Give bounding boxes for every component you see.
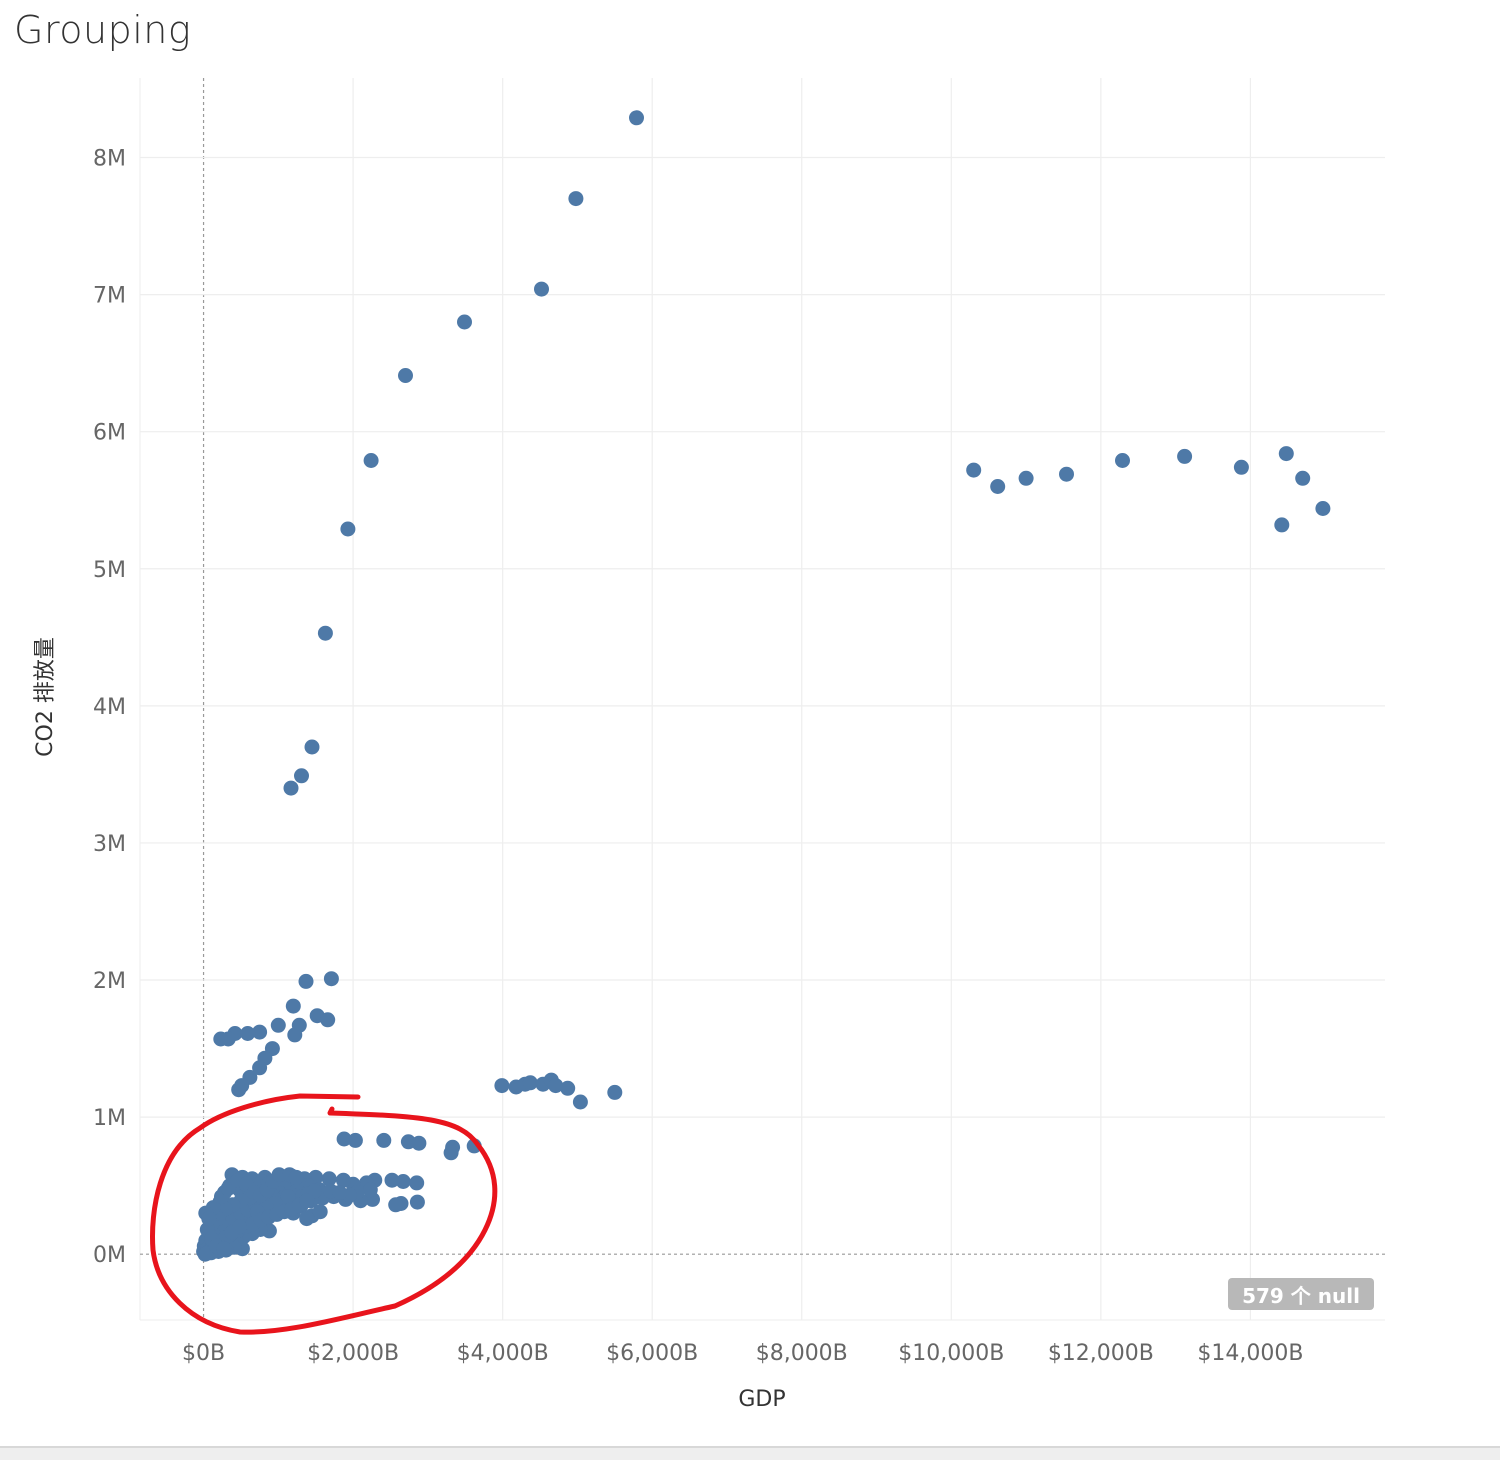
data-point[interactable] bbox=[323, 971, 339, 987]
data-point[interactable] bbox=[494, 1078, 510, 1094]
data-point[interactable] bbox=[283, 780, 299, 796]
data-point[interactable] bbox=[270, 1017, 286, 1033]
data-point[interactable] bbox=[388, 1197, 404, 1213]
data-point[interactable] bbox=[312, 1204, 328, 1220]
data-point[interactable] bbox=[548, 1078, 564, 1094]
data-point[interactable] bbox=[966, 462, 982, 478]
grid-lines bbox=[139, 78, 1385, 1321]
data-point[interactable] bbox=[252, 1024, 268, 1040]
y-tick-label: 6M bbox=[93, 421, 126, 446]
y-tick-label: 4M bbox=[93, 695, 126, 720]
x-tick-label: $0B bbox=[182, 1341, 225, 1366]
x-tick-label: $12,000B bbox=[1048, 1341, 1154, 1366]
data-point[interactable] bbox=[560, 1080, 576, 1096]
data-point[interactable] bbox=[271, 1167, 287, 1183]
data-point[interactable] bbox=[252, 1060, 268, 1076]
data-point[interactable] bbox=[299, 1193, 315, 1209]
bottom-divider bbox=[0, 1446, 1500, 1460]
data-point[interactable] bbox=[335, 1172, 351, 1188]
page-title: Grouping bbox=[14, 8, 192, 52]
data-point[interactable] bbox=[572, 1094, 588, 1110]
data-point[interactable] bbox=[347, 1132, 363, 1148]
data-point[interactable] bbox=[1115, 453, 1130, 468]
data-point[interactable] bbox=[336, 1131, 352, 1147]
data-point[interactable] bbox=[220, 1180, 236, 1196]
data-point[interactable] bbox=[232, 1219, 247, 1235]
x-tick-label: $10,000B bbox=[898, 1341, 1004, 1366]
data-point[interactable] bbox=[411, 1135, 427, 1151]
data-point[interactable] bbox=[294, 768, 309, 784]
annotation-circle bbox=[150, 1093, 498, 1335]
data-point[interactable] bbox=[409, 1175, 425, 1191]
data-point[interactable] bbox=[321, 1171, 337, 1187]
y-axis-title: CO2 排放量 bbox=[33, 637, 58, 757]
y-tick-label: 7M bbox=[93, 284, 126, 309]
data-point[interactable] bbox=[384, 1172, 400, 1188]
data-point[interactable] bbox=[1295, 470, 1311, 486]
data-point[interactable] bbox=[320, 1012, 336, 1028]
data-point[interactable] bbox=[363, 453, 379, 468]
data-point[interactable] bbox=[443, 1145, 459, 1161]
data-point[interactable] bbox=[1315, 501, 1331, 516]
data-point[interactable] bbox=[340, 521, 356, 537]
y-tick-label: 1M bbox=[93, 1106, 126, 1131]
data-point[interactable] bbox=[522, 1075, 538, 1091]
data-point[interactable] bbox=[1274, 517, 1290, 533]
data-point[interactable] bbox=[1059, 466, 1074, 482]
data-point[interactable] bbox=[287, 1027, 303, 1043]
data-point[interactable] bbox=[376, 1132, 392, 1148]
data-point[interactable] bbox=[240, 1026, 256, 1041]
data-point[interactable] bbox=[213, 1031, 229, 1047]
data-point[interactable] bbox=[304, 739, 320, 755]
data-points bbox=[196, 110, 1331, 1262]
data-point[interactable] bbox=[1233, 459, 1249, 475]
x-tick-label: $8,000B bbox=[756, 1341, 848, 1366]
data-point[interactable] bbox=[317, 625, 333, 641]
y-tick-label: 8M bbox=[93, 147, 126, 172]
axis-layer: $0B $2,000B $4,000B $6,000B $8,000B $10,000B $… bbox=[93, 147, 1303, 1366]
data-point[interactable] bbox=[395, 1174, 411, 1189]
data-point[interactable] bbox=[299, 1211, 315, 1227]
x-tick-label: $6,000B bbox=[606, 1341, 698, 1366]
data-point[interactable] bbox=[216, 1241, 232, 1257]
null-count-badge[interactable]: 579 个 null bbox=[1228, 1278, 1374, 1310]
y-tick-label: 3M bbox=[93, 832, 126, 857]
data-point[interactable] bbox=[362, 1182, 378, 1198]
data-point[interactable] bbox=[568, 191, 584, 207]
data-point[interactable] bbox=[332, 1185, 348, 1200]
y-tick-label: 5M bbox=[93, 558, 126, 583]
x-tick-label: $2,000B bbox=[307, 1341, 399, 1366]
red-annotation bbox=[150, 1093, 498, 1335]
data-point[interactable] bbox=[288, 1169, 304, 1185]
x-tick-label: $4,000B bbox=[457, 1341, 549, 1366]
data-point[interactable] bbox=[201, 1211, 217, 1227]
data-point[interactable] bbox=[231, 1082, 247, 1098]
x-axis-title: GDP bbox=[738, 1387, 785, 1412]
data-point[interactable] bbox=[457, 314, 472, 330]
data-point[interactable] bbox=[1018, 470, 1034, 486]
data-point[interactable] bbox=[285, 998, 301, 1014]
y-tick-label: 0M bbox=[93, 1243, 126, 1268]
x-tick-label: $14,000B bbox=[1197, 1341, 1303, 1366]
data-point[interactable] bbox=[1177, 448, 1193, 464]
data-point[interactable] bbox=[298, 973, 314, 989]
data-point[interactable] bbox=[409, 1194, 425, 1210]
data-point[interactable] bbox=[398, 368, 413, 383]
data-point[interactable] bbox=[280, 1189, 296, 1205]
data-point[interactable] bbox=[607, 1084, 623, 1100]
y-tick-label: 2M bbox=[93, 969, 126, 994]
data-point[interactable] bbox=[1278, 446, 1294, 462]
data-point[interactable] bbox=[990, 479, 1006, 494]
data-point[interactable] bbox=[534, 281, 549, 297]
data-point[interactable] bbox=[629, 110, 644, 126]
